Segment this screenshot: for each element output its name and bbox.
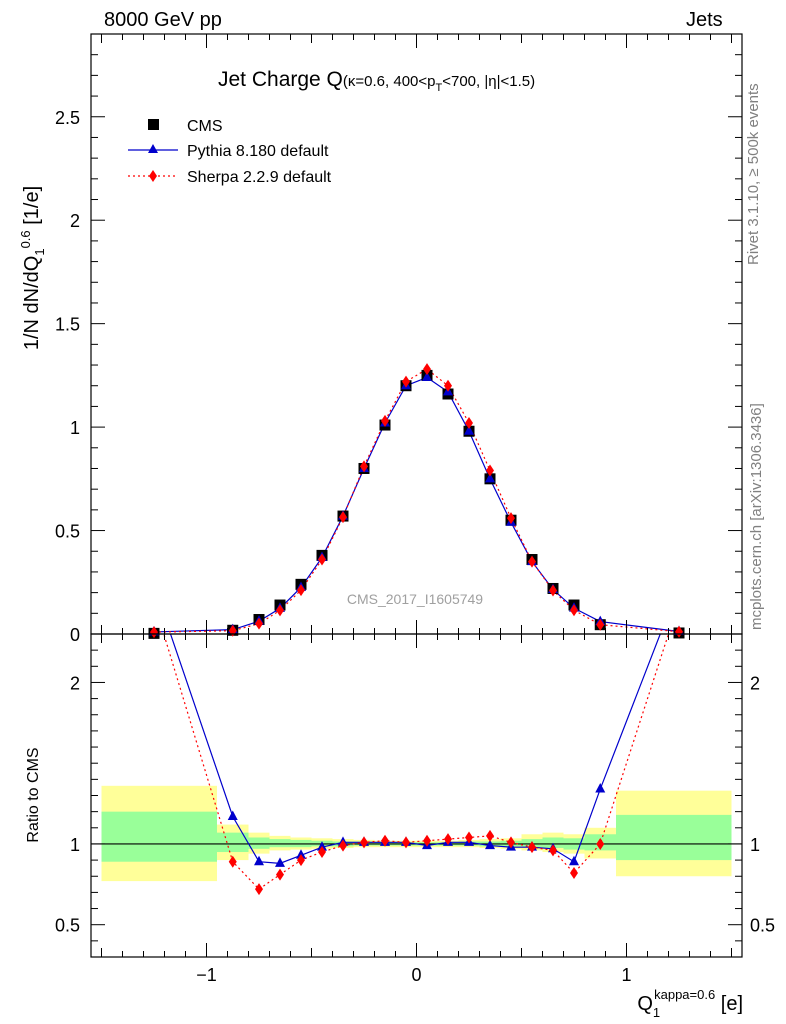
main-point-2-0 — [150, 626, 158, 639]
y-main-tick-label-1: 1 — [70, 418, 80, 438]
y-ratio-tick-label-left-0: 0.5 — [55, 916, 80, 936]
ratio-band-inner-16 — [542, 837, 564, 848]
y-ratio-tick-label-left-2: 2 — [70, 673, 80, 693]
ratio-point-2-8 — [381, 834, 389, 847]
legend: CMS Pythia 8.180 default Sherpa 2.2.9 de… — [128, 118, 332, 186]
main-point-2-19 — [675, 625, 683, 638]
ratio-point-2-9 — [402, 836, 410, 849]
main-point-2-7 — [360, 460, 368, 473]
main-point-2-2 — [255, 617, 263, 630]
y-zero-tick-label: 0 — [70, 625, 80, 645]
main-point-2-17 — [570, 604, 578, 617]
ratio-band-inner-0 — [101, 811, 217, 862]
ratio-point-2-13 — [486, 829, 494, 842]
main-point-2-8 — [381, 414, 389, 427]
main-point-2-10 — [423, 363, 431, 376]
ratio-point-1-4 — [296, 849, 306, 859]
header-right: Jets — [686, 9, 723, 31]
ratio-point-1-17 — [569, 855, 579, 866]
main-point-2-11 — [444, 379, 452, 392]
y-main-tick-label-3: 2 — [70, 211, 80, 231]
main-point-2-13 — [486, 464, 494, 477]
ratio-point-1-5 — [317, 841, 327, 851]
ratio-band-inner-3 — [269, 839, 291, 848]
ratio-point-2-11 — [444, 833, 452, 846]
y-ratio-tick-label-right-1: 1 — [750, 835, 760, 855]
ratio-point-2-10 — [423, 834, 431, 847]
ratio-point-2-7 — [360, 836, 368, 849]
legend-sherpa-marker — [149, 170, 157, 182]
ratio-point-2-3 — [276, 868, 284, 881]
y-main-tick-label-4: 2.5 — [55, 108, 80, 128]
legend-sherpa-label: Sherpa 2.2.9 default — [187, 169, 332, 186]
legend-pythia-marker — [148, 144, 158, 153]
ratio-line-1 — [169, 634, 661, 864]
main-point-2-14 — [507, 512, 515, 525]
y-main-tick-label-2: 1.5 — [55, 315, 80, 335]
y-axis-label-main: 1/N dN/dQ10.6 [1/e] — [18, 186, 47, 350]
main-point-1-12 — [464, 425, 474, 435]
x-axis-label: Q1kappa=0.6 [e] — [637, 987, 743, 1020]
main-point-2-18 — [596, 618, 605, 631]
ratio-point-2-15 — [528, 841, 536, 854]
main-point-2-6 — [339, 511, 347, 524]
ratio-point-1-18 — [595, 783, 606, 793]
main-point-2-4 — [297, 584, 305, 597]
chart-title: Jet Charge Q(κ=0.6, 400<pT<700, |η|<1.5) — [218, 68, 535, 94]
main-point-2-12 — [465, 416, 473, 429]
watermark: CMS_2017_I1605749 — [347, 591, 483, 607]
main-point-2-9 — [402, 375, 410, 388]
ratio-point-1-2 — [254, 855, 264, 866]
x-tick-label-1: 0 — [411, 965, 421, 985]
ratio-point-2-4 — [297, 854, 305, 867]
ratio-point-2-18 — [596, 837, 605, 850]
ratio-point-1-1 — [227, 810, 238, 820]
ratio-band-inner-2 — [248, 837, 270, 849]
header-left: 8000 GeV pp — [104, 9, 222, 31]
y-main-tick-label-0: 0.5 — [55, 522, 80, 542]
y-ratio-tick-label-right-0: 0.5 — [750, 916, 775, 936]
main-point-2-16 — [549, 584, 557, 597]
ratio-point-1-13 — [485, 839, 495, 850]
legend-cms-label: CMS — [187, 118, 223, 135]
main-point-1-10 — [422, 371, 432, 381]
ratio-point-2-2 — [255, 883, 263, 896]
legend-pythia-label: Pythia 8.180 default — [187, 143, 329, 160]
main-point-2-5 — [318, 553, 326, 566]
x-tick-label-0: −1 — [196, 965, 217, 985]
ratio-band-inner-19 — [616, 814, 732, 861]
y-axis-label-ratio: Ratio to CMS — [25, 747, 42, 842]
ratio-point-2-12 — [465, 831, 473, 844]
ratio-point-2-16 — [549, 844, 557, 857]
ratio-point-2-1 — [228, 855, 237, 868]
main-point-2-3 — [276, 604, 284, 617]
ratio-point-1-3 — [275, 857, 285, 867]
main-point-1-13 — [485, 472, 495, 483]
x-tick-label-2: 1 — [621, 965, 631, 985]
legend-cms-marker — [148, 119, 159, 130]
ratio-point-2-6 — [339, 839, 347, 852]
y-ratio-tick-label-right-2: 2 — [750, 673, 760, 693]
y-ratio-tick-label-left-1: 1 — [70, 835, 80, 855]
ratio-point-2-14 — [507, 836, 515, 849]
ratio-point-2-5 — [318, 846, 326, 859]
ratio-point-2-17 — [570, 867, 578, 880]
main-point-2-15 — [528, 555, 536, 568]
